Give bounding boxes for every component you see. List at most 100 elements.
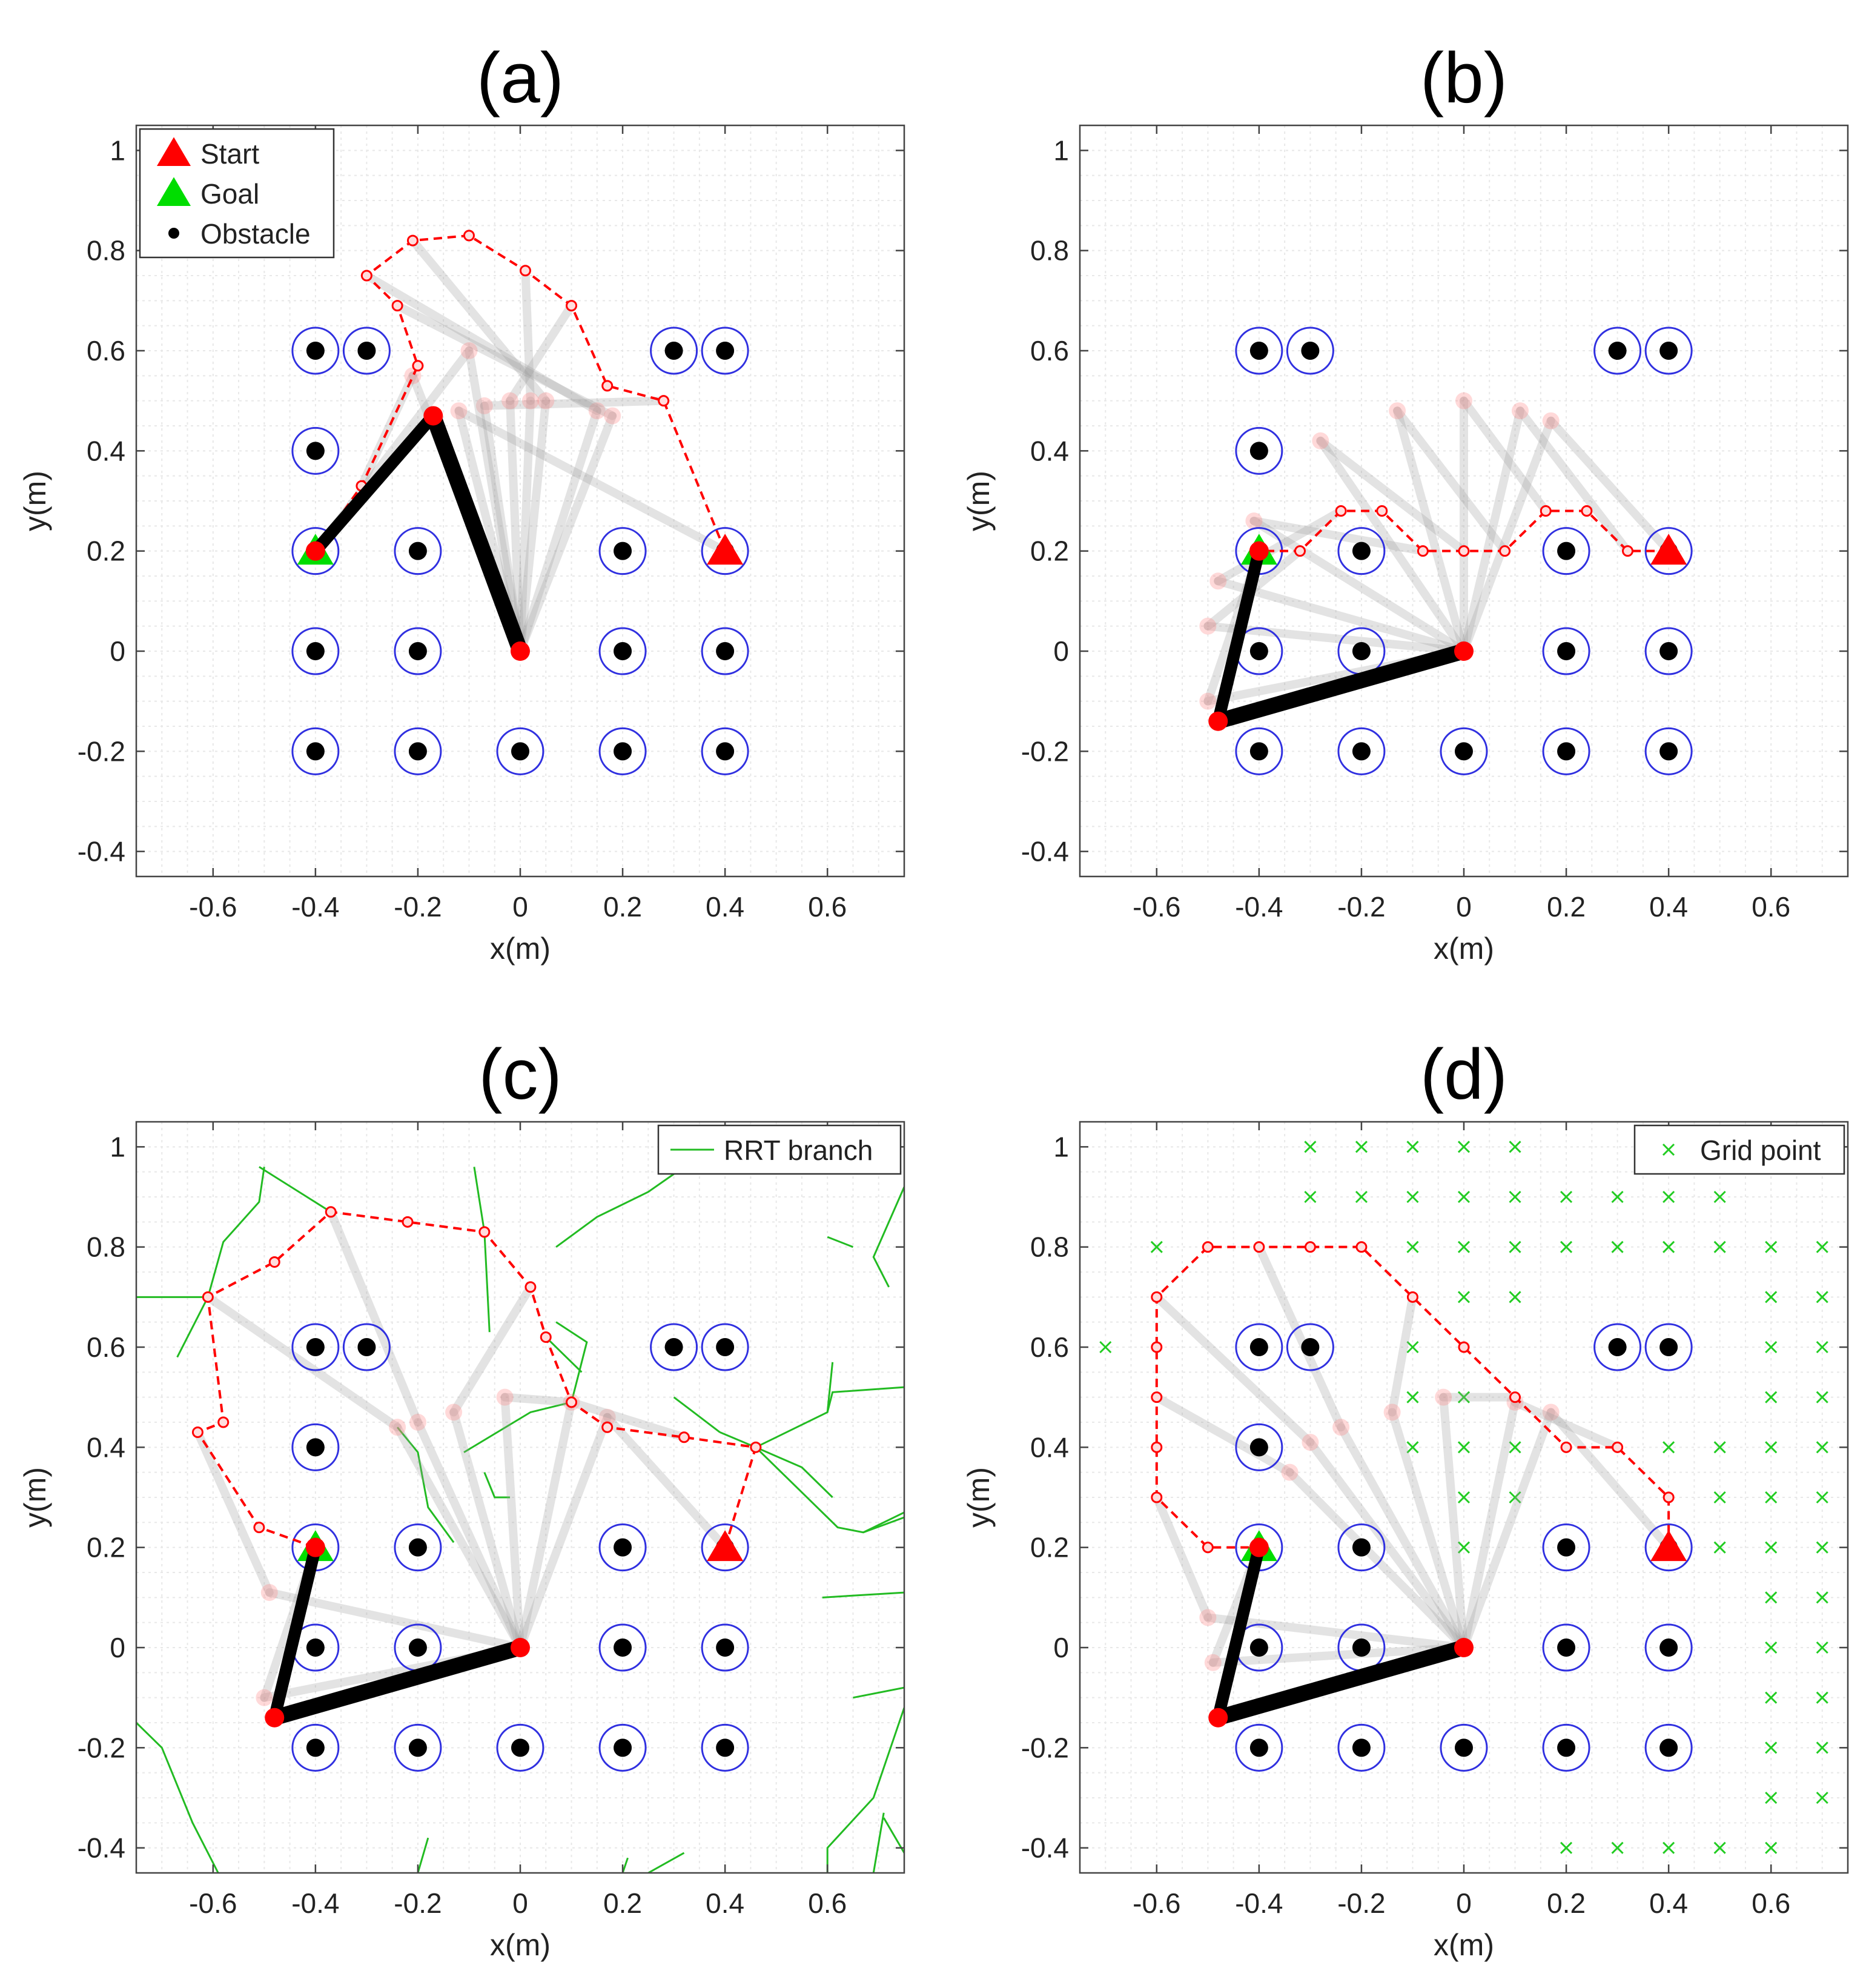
- grid-point-stroke: [1509, 1190, 1521, 1204]
- ghost-link-1: [1214, 577, 1468, 655]
- rrt-branch: [545, 1336, 583, 1373]
- arm-link-2: [1212, 549, 1265, 723]
- grid-point-marker: [1765, 1591, 1778, 1604]
- rrt-branch: [826, 1707, 904, 1873]
- x-tick-label: 0.2: [1547, 1887, 1586, 1919]
- grid-point-stroke: [1355, 1141, 1368, 1153]
- start-marker: [707, 1530, 744, 1562]
- obstacle-dot: [664, 1338, 683, 1356]
- path-waypoint: [750, 1441, 762, 1453]
- ghost-arm: [1152, 1293, 1468, 1652]
- grid-points: [1099, 1141, 1828, 1854]
- obstacle-ring: [598, 1723, 647, 1772]
- obstacle-dot: [306, 1338, 325, 1356]
- obstacle-dot: [1352, 1538, 1371, 1557]
- obstacle-ring: [342, 1323, 391, 1371]
- y-tick-label: 1: [1053, 1131, 1069, 1162]
- obstacle-dot: [306, 342, 325, 360]
- grid-point-marker: [1406, 1141, 1419, 1153]
- green-triangle-icon: [157, 177, 191, 206]
- grid-point-stroke: [1765, 1641, 1778, 1654]
- obstacle-ring: [701, 1323, 749, 1371]
- obstacle-ring: [598, 1623, 647, 1672]
- obstacle-ring: [1644, 727, 1693, 775]
- arm-end-effector: [305, 541, 325, 561]
- obstacle-marker: [1235, 326, 1283, 375]
- y-tick-label: 1: [110, 134, 125, 166]
- ghost-arm: [516, 1393, 689, 1652]
- y-axis-label: y(m): [962, 1467, 996, 1528]
- y-tick-label: 0: [1053, 1632, 1069, 1663]
- grid-point-stroke: [1713, 1541, 1726, 1554]
- obstacle-dot: [306, 742, 325, 761]
- x-tick-label: 0.6: [1752, 1887, 1790, 1919]
- ghost-link-1: [1460, 416, 1555, 655]
- rrt-branch: [822, 1591, 904, 1599]
- grid-point-stroke: [1765, 1591, 1778, 1604]
- ghost-joint: [1245, 512, 1263, 530]
- obstacle-dot: [408, 742, 427, 761]
- obstacle-ring: [1235, 426, 1283, 475]
- grid-point-stroke: [1509, 1141, 1521, 1153]
- path-waypoint: [463, 230, 475, 242]
- ghost-joint: [1542, 1403, 1560, 1421]
- obstacle-marker: [1235, 1323, 1283, 1371]
- ghost-arm: [496, 1388, 576, 1652]
- ghost-arm: [193, 1428, 524, 1652]
- obstacle-marker: [394, 527, 442, 575]
- ghost-joint: [1204, 1654, 1222, 1671]
- ghost-link-2: [1515, 406, 1632, 555]
- obstacle-ring: [1542, 1723, 1590, 1772]
- ghost-link-1: [516, 1397, 576, 1652]
- ghost-arm: [1435, 1388, 1520, 1652]
- grid-point-stroke: [1611, 1190, 1624, 1204]
- obstacle-marker: [598, 627, 647, 675]
- obstacle-dot: [1249, 342, 1268, 360]
- ghost-joint: [1209, 572, 1227, 590]
- rrt-branch: [483, 1472, 511, 1499]
- ghost-arm: [516, 1408, 730, 1652]
- obstacle-ring: [701, 326, 749, 375]
- obstacle-dot: [716, 1338, 735, 1356]
- path-waypoint: [1335, 505, 1347, 517]
- grid-point-stroke: [1816, 1491, 1828, 1504]
- grid-point-stroke: [1509, 1491, 1521, 1504]
- grid-point-marker: [1355, 1141, 1368, 1153]
- y-tick-label: 0.4: [87, 1431, 125, 1463]
- obstacle-marker: [1286, 1323, 1334, 1371]
- grid-point-marker: [1816, 1491, 1828, 1504]
- obstacle-dot: [1557, 642, 1576, 660]
- ghost-joint: [445, 1403, 463, 1421]
- obstacle-ring: [291, 627, 340, 675]
- path-waypoint: [253, 1522, 265, 1534]
- rrt-branch: [473, 1167, 486, 1233]
- rrt-branch: [826, 1362, 834, 1413]
- ghost-arm: [1312, 432, 1468, 655]
- grid-point-marker: [1457, 1491, 1471, 1504]
- obstacle-dot: [1659, 1638, 1678, 1657]
- x-tick-label: -0.4: [1235, 891, 1283, 923]
- grid-point-stroke: [1457, 1541, 1471, 1554]
- obstacle-dot: [357, 342, 376, 360]
- grid-point-marker: [1816, 1291, 1828, 1304]
- arm-link-1: [426, 413, 528, 654]
- grid-point-marker: [1713, 1241, 1726, 1253]
- rrt-branch: [862, 1516, 904, 1534]
- obstacle-marker: [598, 527, 647, 575]
- obstacle-dot: [511, 742, 529, 761]
- obstacle-ring: [1644, 1523, 1693, 1572]
- grid-point-stroke: [1765, 1340, 1778, 1354]
- grid-point-marker: [1816, 1441, 1828, 1454]
- obstacle-ring: [291, 527, 340, 575]
- ghost-link-2: [362, 271, 601, 416]
- grid-point-marker: [1765, 1340, 1778, 1354]
- ghost-link-1: [1306, 1438, 1468, 1652]
- obstacle-marker: [1644, 1323, 1693, 1371]
- legend-label: Start: [200, 138, 259, 170]
- grid-point-marker: [1765, 1241, 1778, 1253]
- x-tick-label: 0.4: [1649, 1887, 1688, 1919]
- obstacle-ring: [1542, 627, 1590, 675]
- x-tick-label: -0.4: [291, 1887, 339, 1919]
- obstacle-ring: [291, 1323, 340, 1371]
- obstacle-marker: [1644, 326, 1693, 375]
